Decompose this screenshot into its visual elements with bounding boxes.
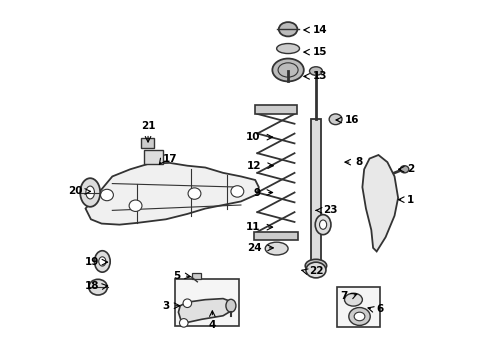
Text: 1: 1 — [406, 195, 413, 204]
Text: 8: 8 — [354, 157, 362, 167]
Ellipse shape — [88, 279, 107, 295]
Text: 23: 23 — [323, 205, 337, 215]
Polygon shape — [85, 163, 258, 225]
Ellipse shape — [305, 259, 326, 272]
Ellipse shape — [86, 186, 94, 199]
Ellipse shape — [305, 262, 325, 278]
Ellipse shape — [328, 114, 341, 125]
Text: 22: 22 — [308, 266, 323, 276]
Bar — [143, 150, 163, 164]
Ellipse shape — [309, 67, 322, 75]
Text: 4: 4 — [208, 320, 216, 330]
Ellipse shape — [99, 257, 106, 266]
Ellipse shape — [319, 220, 326, 229]
Text: 2: 2 — [406, 164, 413, 174]
Ellipse shape — [264, 242, 287, 255]
Ellipse shape — [225, 299, 235, 312]
Text: 10: 10 — [245, 132, 260, 142]
Text: 21: 21 — [141, 121, 155, 131]
Text: 20: 20 — [68, 186, 83, 197]
Bar — [336, 287, 379, 327]
Text: 7: 7 — [340, 291, 347, 301]
Ellipse shape — [129, 200, 142, 211]
Text: 11: 11 — [245, 222, 260, 232]
Bar — [191, 273, 200, 279]
Ellipse shape — [278, 22, 297, 36]
Polygon shape — [178, 298, 233, 324]
Ellipse shape — [80, 178, 100, 207]
Ellipse shape — [400, 166, 408, 173]
Bar — [310, 119, 320, 266]
Text: 18: 18 — [84, 282, 99, 292]
Text: 13: 13 — [312, 71, 326, 81]
Ellipse shape — [272, 59, 303, 81]
Ellipse shape — [315, 215, 330, 235]
Ellipse shape — [101, 189, 113, 201]
Bar — [253, 232, 298, 240]
Text: 5: 5 — [173, 271, 180, 281]
Ellipse shape — [276, 44, 299, 54]
Text: 14: 14 — [312, 25, 326, 35]
Bar — [175, 279, 239, 327]
Bar — [255, 105, 296, 114]
Text: 19: 19 — [84, 257, 99, 267]
Text: 6: 6 — [376, 304, 383, 314]
Ellipse shape — [179, 319, 188, 327]
Text: 16: 16 — [344, 115, 358, 125]
Ellipse shape — [183, 299, 191, 307]
Bar — [141, 138, 154, 148]
Ellipse shape — [344, 293, 362, 306]
Ellipse shape — [94, 251, 110, 272]
Ellipse shape — [353, 312, 364, 321]
Text: 15: 15 — [312, 47, 326, 57]
Text: 17: 17 — [162, 154, 177, 164]
Ellipse shape — [188, 188, 201, 199]
Text: 12: 12 — [246, 161, 261, 171]
Text: 3: 3 — [162, 301, 169, 311]
Ellipse shape — [348, 307, 369, 325]
Polygon shape — [362, 155, 397, 251]
Text: 9: 9 — [253, 188, 260, 198]
Text: 24: 24 — [246, 243, 261, 253]
Ellipse shape — [230, 186, 244, 197]
